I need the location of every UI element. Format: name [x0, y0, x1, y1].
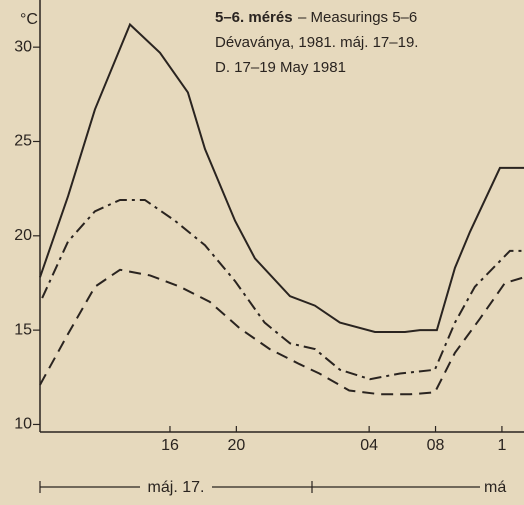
- annotation: D. 17–19 May 1981: [215, 59, 346, 76]
- y-tick-label: 20: [14, 227, 32, 244]
- y-tick-label: 10: [14, 416, 32, 433]
- annotation: Dévaványa, 1981. máj. 17–19.: [215, 34, 418, 51]
- line-series: [39, 22, 524, 334]
- line-series: [39, 268, 524, 396]
- chart-title: 5–6. mérés: [215, 9, 293, 26]
- x-tick-label: 08: [427, 437, 445, 454]
- chart-subtitle: – Measurings 5–6: [298, 9, 417, 26]
- period-label: máj. 17.: [148, 479, 205, 496]
- x-tick-label: 04: [360, 437, 378, 454]
- x-tick-label: 1: [497, 437, 506, 454]
- period-label: má: [484, 479, 506, 496]
- y-tick-label: 15: [14, 321, 32, 338]
- line-series: [41, 198, 524, 381]
- x-tick-label: 20: [227, 437, 245, 454]
- y-tick-label: 30: [14, 38, 32, 55]
- y-tick-label: 25: [14, 133, 32, 150]
- period-brackets: [39, 481, 480, 493]
- y-axis-label: °C: [20, 11, 38, 28]
- x-tick-label: 16: [161, 437, 179, 454]
